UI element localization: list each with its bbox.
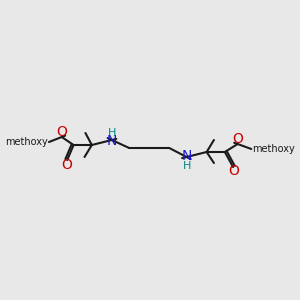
Text: O: O [229, 164, 239, 178]
Text: H: H [108, 128, 116, 138]
Text: methoxy: methoxy [252, 144, 295, 154]
Text: O: O [56, 125, 67, 139]
Text: N: N [107, 134, 117, 148]
Text: O: O [232, 132, 243, 146]
Text: O: O [61, 158, 72, 172]
Text: N: N [182, 149, 192, 163]
Text: H: H [182, 161, 191, 171]
Text: methoxy: methoxy [5, 137, 48, 147]
